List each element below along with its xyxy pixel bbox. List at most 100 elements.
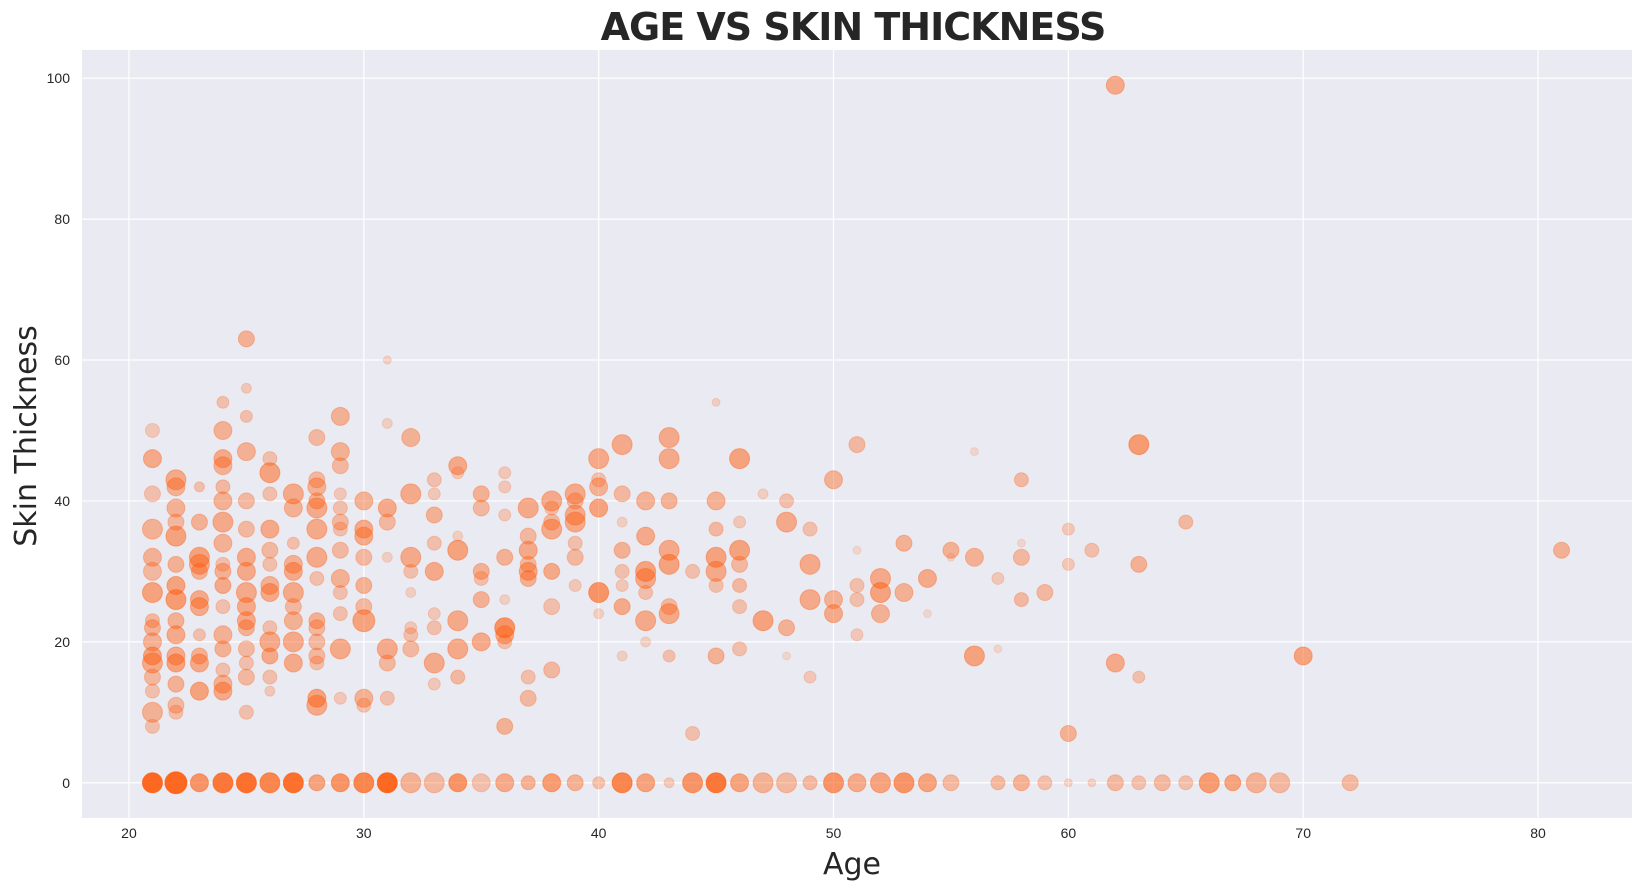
scatter-point — [496, 548, 514, 566]
y-tick-label: 80 — [54, 211, 70, 227]
scatter-point — [588, 448, 610, 470]
scatter-point — [378, 513, 396, 531]
scatter-point — [284, 598, 302, 616]
scatter-point — [330, 406, 350, 426]
scatter-point — [776, 511, 798, 533]
scatter-point — [192, 628, 206, 642]
scatter-point — [283, 653, 303, 673]
scatter-point — [616, 650, 628, 662]
scatter-point — [473, 570, 489, 586]
scatter-point — [472, 591, 490, 609]
scatter-point — [870, 604, 890, 624]
scatter-point — [212, 511, 234, 533]
scatter-point — [869, 582, 891, 604]
scatter-point — [705, 560, 727, 582]
scatter-point — [614, 563, 630, 579]
scatter-point — [282, 582, 304, 604]
scatter-point — [237, 668, 255, 686]
scatter-point — [238, 704, 254, 720]
scatter-point — [732, 577, 748, 593]
scatter-point — [752, 610, 774, 632]
scatter-point — [403, 563, 419, 579]
x-axis-label: Age — [823, 847, 881, 882]
scatter-point — [496, 717, 514, 735]
scatter-point — [541, 518, 563, 540]
scatter-point — [566, 774, 584, 792]
scatter-point — [166, 653, 186, 673]
scatter-point — [1012, 548, 1030, 566]
x-tick-label: 30 — [356, 825, 372, 841]
scatter-point — [1013, 592, 1029, 608]
scatter-point — [167, 675, 185, 693]
scatter-point — [611, 434, 633, 456]
scatter-point — [564, 483, 586, 505]
scatter-point — [636, 491, 656, 511]
scatter-point — [705, 546, 727, 568]
scatter-point — [400, 546, 422, 568]
scatter-point — [264, 685, 276, 697]
scatter-point — [543, 661, 561, 679]
scatter-point — [685, 563, 701, 579]
scatter-point — [1087, 778, 1097, 788]
scatter-point — [1106, 774, 1124, 792]
scatter-point — [638, 585, 654, 601]
scatter-point — [165, 525, 187, 547]
scatter-point — [1178, 514, 1194, 530]
scatter-point — [353, 772, 375, 794]
scatter-point — [354, 519, 374, 539]
scatter-point — [237, 619, 255, 637]
scatter-point — [262, 620, 278, 636]
scatter-point — [803, 670, 817, 684]
scatter-point — [518, 540, 538, 560]
scatter-point — [849, 577, 865, 593]
scatter-point — [215, 599, 231, 615]
scatter-point — [237, 330, 255, 348]
scatter-point — [142, 449, 162, 469]
scatter-point — [1037, 775, 1053, 791]
scatter-point — [262, 486, 278, 502]
scatter-point — [869, 772, 891, 794]
scatter-point — [308, 619, 326, 637]
scatter-point — [308, 612, 326, 630]
scatter-point — [333, 487, 347, 501]
scatter-point — [1130, 555, 1148, 573]
scatter-point — [1013, 472, 1029, 488]
scatter-point — [964, 547, 984, 567]
x-tick-label: 60 — [1061, 825, 1077, 841]
scatter-point — [190, 647, 208, 665]
scatter-point — [168, 704, 184, 720]
scatter-point — [543, 562, 561, 580]
scatter-point — [1553, 541, 1571, 559]
scatter-point — [283, 611, 303, 631]
scatter-point — [1132, 670, 1146, 684]
scatter-point — [592, 776, 606, 790]
scatter-point — [286, 536, 300, 550]
scatter-point — [472, 485, 490, 503]
scatter-point — [1178, 775, 1194, 791]
scatter-point — [447, 610, 469, 632]
scatter-point — [306, 694, 328, 716]
scatter-point — [377, 498, 397, 518]
scatter-point — [352, 609, 376, 633]
scatter-point — [658, 427, 680, 449]
scatter-point — [427, 677, 441, 691]
scatter-point — [494, 617, 516, 639]
scatter-point — [658, 553, 680, 575]
scatter-point — [472, 499, 490, 517]
y-tick-label: 60 — [54, 352, 70, 368]
x-tick-label: 20 — [121, 825, 137, 841]
scatter-point — [164, 771, 188, 795]
scatter-point — [283, 498, 303, 518]
scatter-point — [309, 655, 325, 671]
scatter-point — [190, 562, 208, 580]
scatter-point — [799, 553, 821, 575]
scatter-point — [144, 613, 160, 629]
scatter-point — [782, 651, 792, 661]
scatter-point — [213, 674, 233, 694]
scatter-point — [166, 498, 186, 518]
scatter-point — [166, 477, 186, 497]
scatter-point — [447, 638, 469, 660]
scatter-point — [802, 775, 818, 791]
scatter-point — [308, 647, 326, 665]
scatter-point — [848, 436, 866, 454]
